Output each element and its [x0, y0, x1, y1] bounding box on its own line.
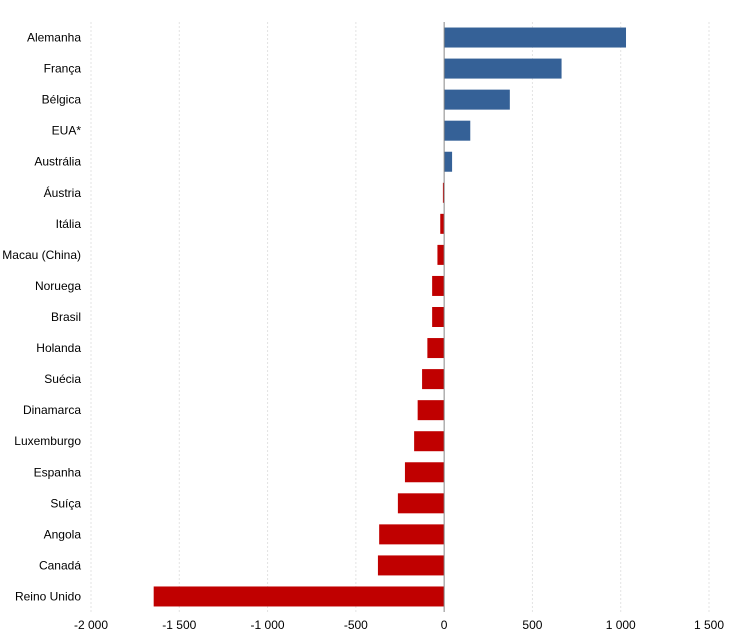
- x-tick-label: -2 000: [74, 618, 108, 632]
- category-label: Bélgica: [42, 93, 82, 107]
- bar: [444, 89, 510, 110]
- bar: [444, 120, 471, 141]
- bars: [153, 27, 627, 607]
- bar: [414, 431, 445, 452]
- bar: [422, 369, 445, 390]
- bar: [442, 182, 445, 203]
- category-label: Canadá: [39, 558, 81, 572]
- x-tick-label: -1 500: [162, 618, 196, 632]
- category-label: Alemanha: [27, 31, 81, 45]
- category-label: Itália: [56, 217, 82, 231]
- bar: [432, 275, 445, 296]
- category-label: EUA*: [52, 124, 82, 138]
- category-label: Espanha: [34, 465, 82, 479]
- bar: [397, 493, 445, 514]
- bar: [377, 555, 445, 576]
- category-label: França: [44, 62, 82, 76]
- category-label: Dinamarca: [23, 403, 81, 417]
- bar: [444, 27, 627, 48]
- category-label: Áustria: [44, 185, 82, 200]
- bar: [437, 244, 445, 265]
- x-tick-label: 1 500: [694, 618, 724, 632]
- bar: [444, 58, 562, 79]
- x-tick-label: 1 000: [606, 618, 636, 632]
- bar: [417, 400, 445, 421]
- bar: [432, 307, 445, 327]
- category-label: Macau (China): [2, 248, 81, 262]
- bar: [444, 151, 453, 172]
- x-tick-label: 500: [522, 618, 542, 632]
- bar: [404, 462, 445, 483]
- category-labels: Alemanha França Bélgica EUA* Austrália Áustri…: [2, 31, 81, 604]
- category-label: Noruega: [35, 279, 81, 293]
- x-tick-labels: -2 000 -1 500 -1 000 -500 0 500 1 000 1 500: [74, 618, 724, 632]
- bar: [379, 524, 445, 545]
- category-label: Reino Unido: [15, 589, 81, 603]
- category-label: Suíça: [50, 496, 81, 510]
- category-label: Holanda: [36, 341, 81, 355]
- bar: [153, 586, 445, 607]
- category-label: Angola: [44, 527, 82, 541]
- x-tick-label: -1 000: [251, 618, 285, 632]
- x-tick-label: -500: [344, 618, 368, 632]
- bar: [440, 213, 445, 234]
- gridlines: [90, 22, 710, 612]
- category-label: Luxemburgo: [14, 434, 81, 448]
- x-tick-label: 0: [441, 618, 448, 632]
- category-label: Brasil: [51, 310, 81, 324]
- bar: [427, 338, 445, 359]
- category-label: Suécia: [44, 372, 81, 386]
- category-label: Austrália: [34, 155, 81, 169]
